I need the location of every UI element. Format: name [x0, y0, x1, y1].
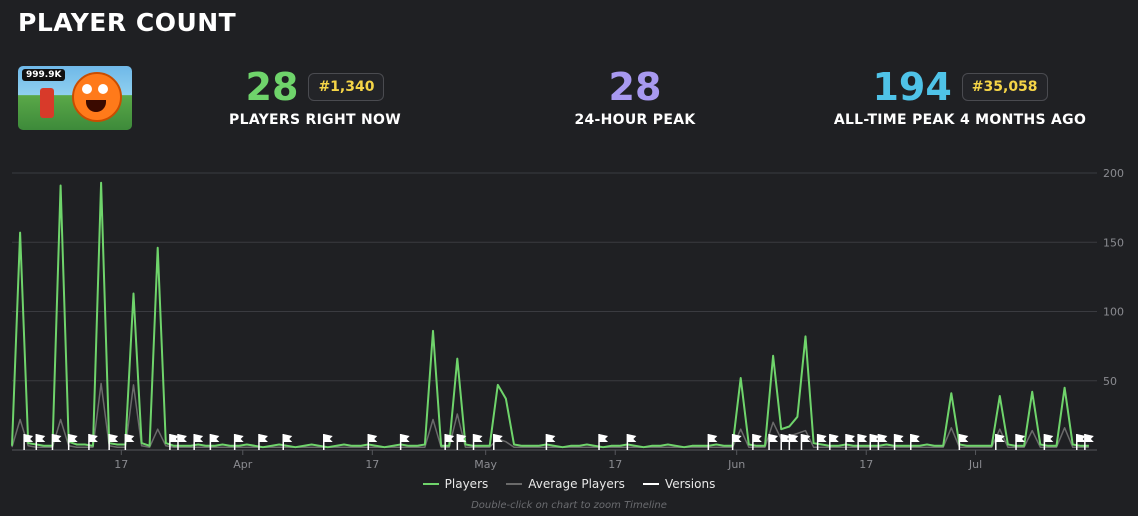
version-marker[interactable] [367, 434, 378, 450]
x-tick-label: 17 [608, 458, 622, 471]
version-marker[interactable] [1043, 434, 1054, 450]
version-marker[interactable] [193, 434, 204, 450]
alltime-peak-label: ALL-TIME PEAK 4 MONTHS AGO [833, 112, 1087, 128]
version-marker[interactable] [1015, 434, 1026, 450]
peak-24h-label: 24-HOUR PEAK [574, 112, 696, 128]
y-tick-label: 150 [1103, 236, 1124, 249]
x-tick-label: 17 [365, 458, 379, 471]
visits-badge: 999.9K [22, 69, 66, 81]
version-marker[interactable] [893, 434, 904, 450]
peak-24h-value: 28 [608, 65, 662, 109]
version-marker[interactable] [1084, 434, 1094, 450]
version-marker[interactable] [108, 434, 119, 450]
version-marker[interactable] [869, 434, 880, 450]
version-marker[interactable] [258, 434, 268, 450]
version-marker[interactable] [35, 434, 46, 450]
x-tick-label: 17 [114, 458, 128, 471]
legend-average[interactable]: Average Players [506, 477, 625, 491]
version-marker[interactable] [910, 434, 920, 450]
current-players-value: 28 [245, 65, 299, 109]
version-marker[interactable] [626, 434, 637, 450]
version-marker[interactable] [456, 434, 467, 450]
version-marker[interactable] [752, 434, 762, 450]
legend-versions-label: Versions [664, 477, 716, 491]
player-count-chart[interactable]: 50 100 150 200 17 Apr 17 May 17 Jun 17 Jul [0, 150, 1138, 475]
version-marker[interactable] [816, 434, 827, 450]
version-marker[interactable] [877, 434, 888, 450]
x-tick-label: May [474, 458, 497, 471]
current-players-stat: 28 #1,340 PLAYERS RIGHT NOW [200, 66, 430, 128]
version-marker[interactable] [169, 434, 179, 450]
version-marker[interactable] [399, 434, 410, 450]
legend-average-swatch [506, 483, 523, 485]
version-marker[interactable] [23, 434, 34, 450]
version-marker[interactable] [209, 434, 220, 450]
current-players-label: PLAYERS RIGHT NOW [229, 112, 401, 128]
legend-players-swatch [422, 483, 439, 485]
version-marker[interactable] [545, 434, 556, 450]
game-thumbnail[interactable]: 999.9K [18, 66, 132, 130]
thumbnail-mascot [72, 72, 122, 122]
peak-24h-stat: 28 24-HOUR PEAK [530, 66, 740, 128]
version-marker[interactable] [780, 434, 791, 450]
version-marker[interactable] [768, 434, 779, 450]
version-marker[interactable] [995, 434, 1005, 450]
players-line [11, 181, 1089, 449]
y-tick-label: 200 [1103, 167, 1124, 180]
thumbnail-character [40, 88, 54, 118]
version-marker[interactable] [472, 434, 483, 450]
version-marker[interactable] [67, 434, 78, 450]
version-marker[interactable] [444, 434, 455, 450]
version-marker[interactable] [788, 434, 799, 450]
version-marker[interactable] [493, 434, 503, 450]
x-tick-label: 17 [859, 458, 873, 471]
average-players-line [11, 382, 1089, 448]
version-marker[interactable] [124, 434, 135, 450]
y-tick-label: 100 [1103, 306, 1124, 319]
y-tick-label: 50 [1103, 375, 1117, 388]
x-tick-label: Jul [968, 458, 982, 471]
zoom-hint: Double-click on chart to zoom Timeline [471, 500, 667, 511]
version-marker[interactable] [51, 434, 62, 450]
version-marker[interactable] [598, 434, 609, 450]
version-marker[interactable] [177, 434, 187, 450]
alltime-peak-value: 194 [872, 65, 952, 109]
version-marker[interactable] [829, 434, 839, 450]
alltime-rank-badge: #35,058 [961, 73, 1048, 101]
version-marker[interactable] [88, 434, 98, 450]
version-marker[interactable] [958, 434, 969, 450]
chart-legend: Players Average Players Versions [0, 477, 1138, 491]
version-marker[interactable] [282, 434, 293, 450]
version-marker[interactable] [800, 434, 811, 450]
version-marker[interactable] [1076, 434, 1086, 450]
x-tick-label: Jun [727, 458, 745, 471]
version-marker[interactable] [857, 434, 868, 450]
version-marker[interactable] [731, 434, 742, 450]
current-rank-badge: #1,340 [308, 73, 385, 101]
version-marker[interactable] [322, 434, 333, 450]
version-marker[interactable] [233, 434, 244, 450]
alltime-peak-stat: 194 #35,058 ALL-TIME PEAK 4 MONTHS AGO [830, 66, 1090, 128]
legend-versions-swatch [642, 483, 659, 485]
legend-players[interactable]: Players [422, 477, 489, 491]
version-marker[interactable] [707, 434, 718, 450]
legend-players-label: Players [444, 477, 489, 491]
x-tick-label: Apr [233, 458, 253, 471]
page-title: PLAYER COUNT [18, 8, 237, 37]
legend-average-label: Average Players [528, 477, 625, 491]
legend-versions[interactable]: Versions [642, 477, 716, 491]
version-marker[interactable] [845, 434, 855, 450]
